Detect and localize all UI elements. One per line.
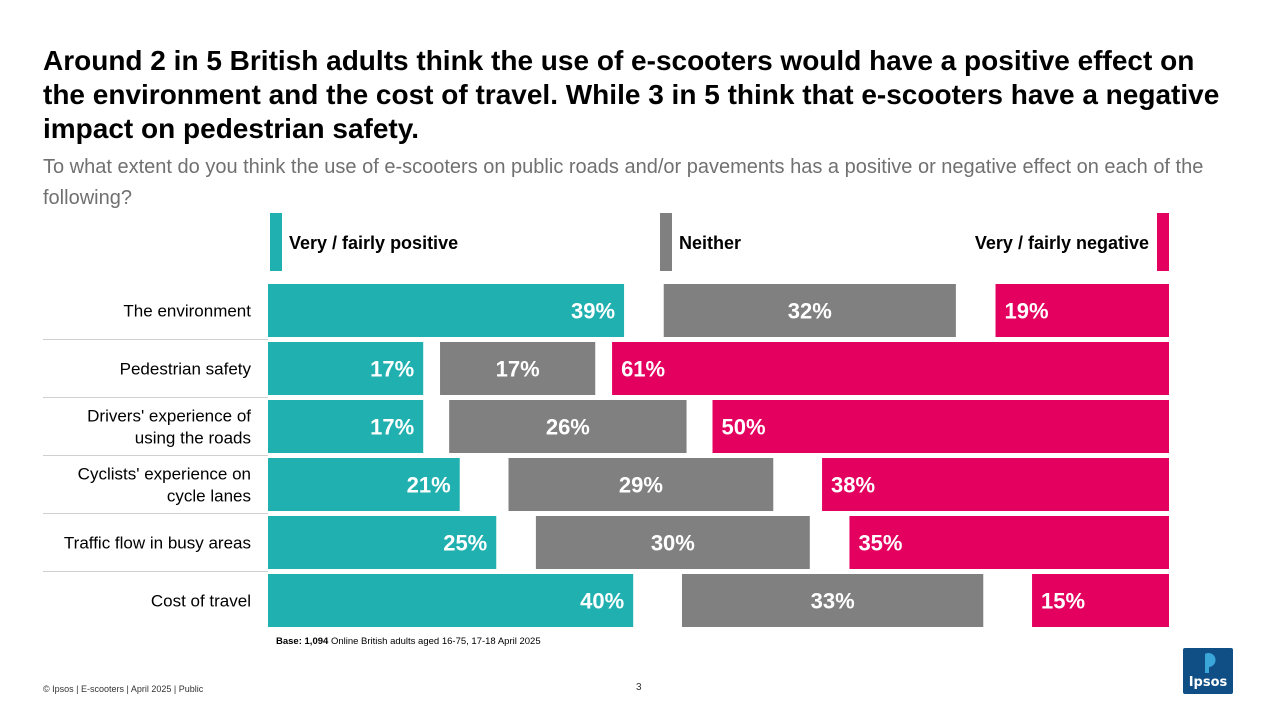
bar-positive-label: 40% [580,589,624,614]
bar-negative-label: 35% [858,531,902,556]
bar-positive-label: 17% [370,357,414,382]
bar-positive-label: 17% [370,415,414,440]
category-label: The environment [123,302,251,321]
category-label: cycle lanes [167,487,251,506]
legend-swatch-positive [270,213,282,271]
logo-text: Ipsos [1188,675,1228,690]
category-label: Pedestrian safety [120,360,252,379]
bar-neither [535,516,810,569]
bar-neither-label: 29% [619,473,663,498]
bar-neither-label: 32% [788,299,832,324]
base-note: Base: 1,094 Online British adults aged 1… [276,636,541,647]
bar-negative-label: 61% [621,357,665,382]
legend-label-negative: Very / fairly negative [974,233,1149,253]
bar-negative [849,516,1169,569]
bar-positive [268,284,625,337]
diverging-bar-chart: 39% 32% 19% The environment 17% 17% 61% Pedestr… [43,284,1169,627]
bar-negative [822,458,1169,511]
legend-swatch-neither [660,213,672,271]
bar-neither [449,400,687,453]
bar-neither [663,284,956,337]
bar-neither [508,458,774,511]
bar-negative-label: 38% [831,473,875,498]
bar-positive [268,574,634,627]
question-subtitle: To what extent do you think the use of e… [43,156,1204,209]
bar-positive [268,516,497,569]
bar-neither-label: 26% [546,415,590,440]
category-label: Cyclists' experience on [78,465,251,484]
legend-label-neither: Neither [679,233,742,253]
category-label: using the roads [135,429,251,448]
bar-negative [995,284,1169,337]
bar-positive [268,342,424,395]
bar-neither [440,342,596,395]
category-label: Drivers' experience of [87,407,251,426]
category-label: Traffic flow in busy areas [64,534,251,553]
category-label: Cost of travel [151,592,251,611]
page-title: Around 2 in 5 British adults think the u… [43,45,1220,144]
footer-copyright: © Ipsos | E-scooters | April 2025 | Publ… [43,684,204,694]
bar-negative [612,342,1169,395]
bar-negative-label: 19% [1005,299,1049,324]
bar-positive-label: 25% [443,531,487,556]
bar-positive-label: 39% [571,299,615,324]
logo-mark-icon [1205,653,1216,673]
bar-neither-label: 17% [496,357,540,382]
legend-label-positive: Very / fairly positive [289,233,459,253]
bar-negative-label: 15% [1041,589,1085,614]
base-text: Online British adults aged 16-75, 17-18 … [330,636,541,647]
base-n: 1,094 [304,636,329,647]
bar-negative [712,400,1169,453]
bar-positive-label: 21% [407,473,451,498]
bar-neither-label: 33% [811,589,855,614]
bar-negative [1032,574,1169,627]
legend-swatch-negative [1157,213,1169,271]
ipsos-logo: Ipsos [1183,648,1233,694]
bar-negative-label: 50% [722,415,766,440]
page-number: 3 [636,682,642,693]
bar-neither [681,574,984,627]
base-label: Base: [276,636,302,647]
bar-neither-label: 30% [651,531,695,556]
bar-positive [268,400,424,453]
bar-positive [268,458,460,511]
